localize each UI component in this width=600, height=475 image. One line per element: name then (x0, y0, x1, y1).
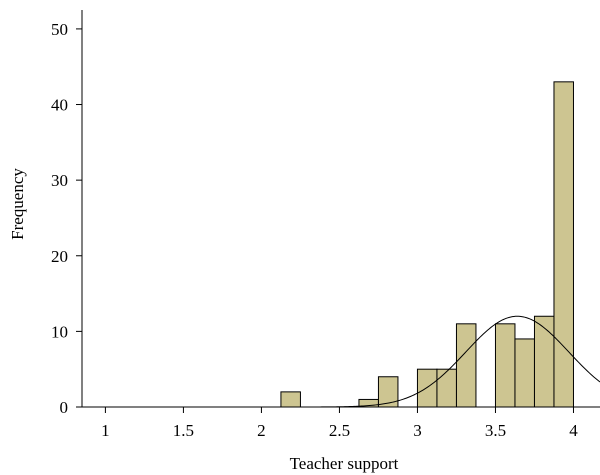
x-tick-label: 1.5 (173, 421, 194, 440)
y-tick-label: 0 (60, 398, 69, 417)
y-tick-label: 50 (51, 20, 68, 39)
histogram-bar (436, 368, 457, 408)
x-tick-label: 3.5 (485, 421, 506, 440)
y-tick-label: 30 (51, 171, 68, 190)
y-tick-label: 10 (51, 322, 68, 341)
y-tick-label: 20 (51, 247, 68, 266)
histogram-bar (533, 315, 555, 408)
histogram-bars (280, 81, 574, 408)
y-tick-label: 40 (51, 96, 68, 115)
x-tick-label: 2 (257, 421, 266, 440)
histogram-bar (494, 323, 516, 408)
x-tick-label: 1 (101, 421, 110, 440)
y-axis-ticks: 0 10 20 30 40 50 (51, 20, 82, 417)
x-axis-title: Teacher support (290, 454, 399, 473)
x-axis-ticks: 1 1.5 2 2.5 3 3.5 4 (101, 407, 578, 440)
x-tick-label: 2.5 (329, 421, 350, 440)
histogram-bar (455, 323, 477, 408)
histogram-bar (377, 376, 399, 408)
histogram-bar (416, 368, 438, 408)
x-tick-label: 3 (413, 421, 422, 440)
y-axis-title: Frequency (8, 168, 27, 240)
histogram-bar (280, 391, 301, 408)
histogram-bar (514, 338, 535, 408)
x-tick-label: 4 (569, 421, 578, 440)
histogram-bar (553, 81, 574, 408)
